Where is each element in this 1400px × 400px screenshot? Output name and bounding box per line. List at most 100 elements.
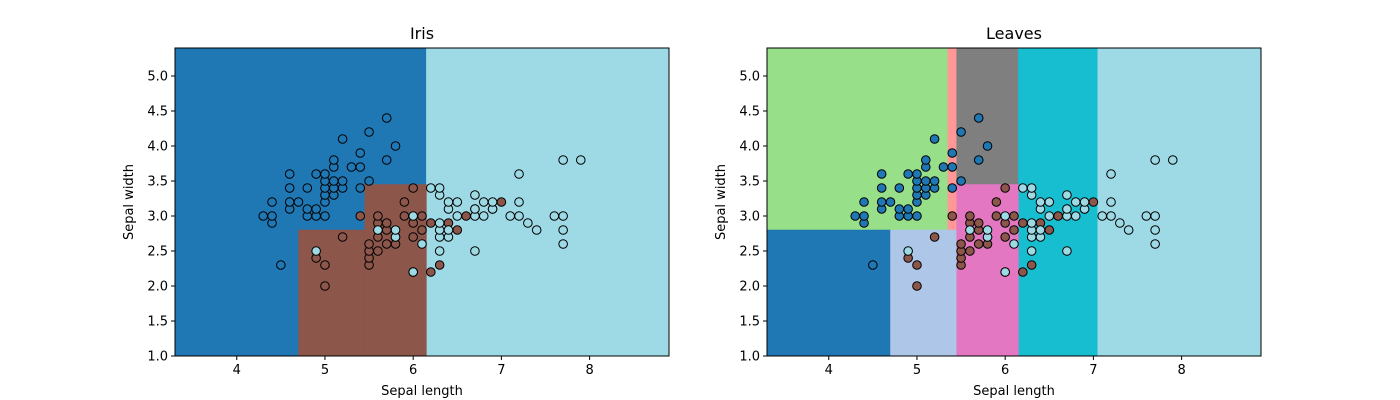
data-point <box>364 127 374 137</box>
data-point <box>434 183 445 193</box>
data-point <box>452 211 463 221</box>
data-point <box>1123 225 1134 235</box>
data-point <box>1150 239 1160 249</box>
data-point <box>947 211 958 221</box>
data-point <box>311 204 321 214</box>
data-point <box>408 232 418 242</box>
data-point <box>1000 267 1010 277</box>
data-point <box>1079 197 1090 207</box>
data-point <box>505 211 516 221</box>
axes-frame <box>174 47 670 357</box>
data-point <box>1000 211 1010 221</box>
data-point <box>929 176 940 186</box>
y-tick-label: 1.0 <box>739 350 760 365</box>
data-point <box>1026 218 1037 228</box>
data-point <box>876 169 887 179</box>
data-point <box>903 169 913 179</box>
data-point <box>885 197 896 207</box>
data-point <box>373 225 383 235</box>
data-point <box>558 211 568 221</box>
data-point <box>991 211 1002 221</box>
chart-title: Leaves <box>986 24 1042 43</box>
y-tick-label: 3.0 <box>147 210 168 225</box>
decision-region <box>426 48 669 356</box>
data-point <box>443 197 454 207</box>
data-point <box>337 134 348 144</box>
data-point <box>920 176 931 186</box>
data-point <box>320 211 330 221</box>
data-point <box>938 162 949 172</box>
data-point <box>1070 211 1081 221</box>
data-point <box>390 225 401 235</box>
data-point <box>426 218 436 228</box>
y-tick-label: 2.0 <box>739 280 760 295</box>
data-point <box>364 239 374 249</box>
x-tick-label: 7 <box>497 363 505 378</box>
y-tick-label: 2.5 <box>739 245 760 260</box>
data-point <box>373 211 383 221</box>
data-point <box>531 225 542 235</box>
data-point <box>973 155 984 165</box>
data-point <box>1062 204 1072 214</box>
data-point <box>364 176 374 186</box>
data-point <box>1106 197 1116 207</box>
data-point <box>1070 197 1081 207</box>
data-point <box>1150 155 1160 165</box>
x-tick-label: 4 <box>825 363 833 378</box>
data-point <box>470 204 480 214</box>
data-point <box>973 218 984 228</box>
data-point <box>320 281 330 291</box>
y-tick-label: 1.5 <box>147 315 168 330</box>
data-point <box>284 183 295 193</box>
data-point <box>991 197 1002 207</box>
data-point <box>903 204 913 214</box>
y-tick-label: 2.0 <box>147 280 168 295</box>
decision-region <box>956 48 1019 185</box>
data-point <box>478 197 489 207</box>
data-point <box>470 190 480 200</box>
y-tick-label: 3.5 <box>147 175 168 190</box>
data-point <box>1044 211 1055 221</box>
data-point <box>470 246 480 256</box>
data-point <box>381 218 392 228</box>
data-point <box>868 260 878 270</box>
data-point <box>956 239 966 249</box>
data-point <box>443 225 454 235</box>
data-point <box>355 183 366 193</box>
data-point <box>947 148 958 158</box>
chart-2: 4 5 6 7 8 1.0 1.5 2.0 2.5 3.0 3.5 4.0 4.5 5.0 Leaves Se… <box>714 24 1262 399</box>
data-point <box>381 155 392 165</box>
data-point <box>337 176 348 186</box>
y-tick-label: 4.5 <box>739 105 760 120</box>
data-point <box>381 113 392 123</box>
data-point <box>973 239 984 249</box>
data-point <box>461 211 471 221</box>
data-point <box>417 225 427 235</box>
data-point <box>1141 211 1152 221</box>
y-axis-label: Sepal width <box>714 164 729 240</box>
data-point <box>1106 169 1116 179</box>
data-point <box>514 211 524 221</box>
data-point <box>311 246 321 256</box>
data-point <box>1062 246 1072 256</box>
data-point <box>320 169 330 179</box>
data-point <box>850 211 861 221</box>
data-point <box>1026 183 1037 193</box>
data-point <box>1018 183 1028 193</box>
x-tick-label: 5 <box>321 363 329 378</box>
data-point <box>390 141 401 151</box>
data-point <box>355 148 366 158</box>
data-point <box>1150 225 1160 235</box>
data-point <box>408 183 418 193</box>
plot-area <box>175 48 669 356</box>
data-point <box>1097 211 1108 221</box>
data-point <box>1035 197 1046 207</box>
data-point <box>965 211 975 221</box>
y-tick-label: 4.5 <box>147 105 168 120</box>
data-point <box>434 218 445 228</box>
data-point <box>912 260 922 270</box>
data-point <box>982 141 993 151</box>
data-point <box>381 239 392 249</box>
data-point <box>452 197 463 207</box>
